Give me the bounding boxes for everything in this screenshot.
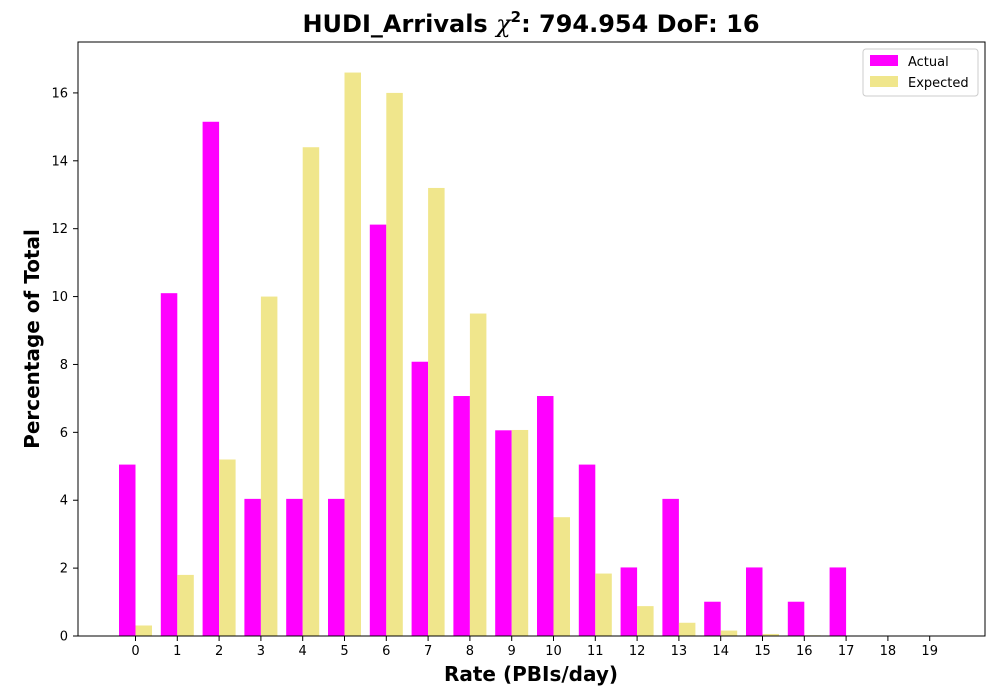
y-tick-label-2: 2 bbox=[60, 562, 68, 577]
bar-expected-3 bbox=[260, 296, 278, 636]
bar-expected-14 bbox=[720, 630, 738, 636]
bar-actual-2 bbox=[202, 121, 220, 636]
chart-title-chi: χ bbox=[494, 10, 512, 38]
y-tick-label-10: 10 bbox=[51, 290, 68, 305]
bar-actual-11 bbox=[578, 464, 596, 636]
bar-actual-10 bbox=[537, 396, 554, 636]
x-tick-label-12: 12 bbox=[629, 644, 646, 659]
bar-actual-4 bbox=[286, 498, 303, 636]
chart-title-suffix: : 794.954 DoF: 16 bbox=[521, 10, 759, 38]
bar-actual-3 bbox=[244, 498, 261, 636]
bar-actual-15 bbox=[746, 567, 763, 636]
x-tick-label-16: 16 bbox=[796, 644, 813, 659]
bar-expected-13 bbox=[678, 622, 696, 636]
x-tick-label-6: 6 bbox=[382, 644, 390, 659]
x-tick-label-2: 2 bbox=[215, 644, 223, 659]
x-tick-label-1: 1 bbox=[173, 644, 181, 659]
bar-actual-5 bbox=[328, 498, 345, 636]
chart-title: HUDI_Arrivals χ2: 794.954 DoF: 16 bbox=[302, 8, 759, 38]
bar-actual-13 bbox=[662, 498, 679, 636]
bar-actual-17 bbox=[829, 567, 847, 636]
y-tick-label-12: 12 bbox=[51, 222, 68, 237]
y-tick-label-16: 16 bbox=[51, 86, 68, 101]
bar-actual-1 bbox=[160, 293, 178, 636]
x-tick-label-11: 11 bbox=[587, 644, 604, 659]
y-axis-ticks: 0 2 4 6 8 10 12 14 16 bbox=[51, 86, 78, 645]
bar-expected-4 bbox=[302, 147, 320, 636]
bar-expected-12 bbox=[637, 606, 654, 636]
x-tick-label-0: 0 bbox=[131, 644, 139, 659]
bar-expected-5 bbox=[344, 72, 361, 637]
x-tick-label-14: 14 bbox=[712, 644, 729, 659]
bar-expected-10 bbox=[553, 517, 570, 636]
bars-layer bbox=[119, 72, 863, 637]
bar-actual-6 bbox=[369, 224, 387, 637]
bar-expected-6 bbox=[386, 92, 403, 636]
bar-expected-2 bbox=[219, 459, 236, 636]
bar-actual-12 bbox=[620, 567, 638, 636]
bar-actual-16 bbox=[787, 601, 805, 636]
legend-label-actual: Actual bbox=[908, 55, 949, 70]
bar-actual-8 bbox=[453, 396, 470, 636]
legend-swatch-expected bbox=[870, 76, 898, 87]
bar-actual-0 bbox=[119, 464, 136, 636]
y-tick-label-8: 8 bbox=[60, 358, 68, 373]
chart-title-prefix: HUDI_Arrivals bbox=[302, 10, 496, 38]
x-tick-label-9: 9 bbox=[508, 644, 516, 659]
x-tick-label-18: 18 bbox=[880, 644, 897, 659]
x-tick-label-5: 5 bbox=[340, 644, 348, 659]
x-tick-label-7: 7 bbox=[424, 644, 432, 659]
y-axis-label: Percentage of Total bbox=[20, 229, 44, 449]
x-tick-label-13: 13 bbox=[671, 644, 688, 659]
y-tick-label-14: 14 bbox=[51, 154, 68, 169]
legend: Actual Expected bbox=[862, 48, 979, 97]
bar-expected-7 bbox=[428, 187, 445, 636]
legend-swatch-actual bbox=[870, 55, 898, 66]
bar-expected-15 bbox=[762, 633, 779, 636]
y-tick-label-0: 0 bbox=[60, 630, 68, 645]
bar-expected-1 bbox=[177, 574, 194, 636]
x-tick-label-17: 17 bbox=[838, 644, 855, 659]
bar-expected-11 bbox=[595, 573, 612, 636]
bar-expected-9 bbox=[511, 429, 529, 636]
bar-actual-14 bbox=[704, 601, 721, 636]
legend-label-expected: Expected bbox=[908, 76, 969, 91]
x-tick-label-15: 15 bbox=[754, 644, 771, 659]
chart-title-sup: 2 bbox=[511, 8, 521, 26]
plot-frame bbox=[77, 41, 986, 637]
bar-actual-7 bbox=[411, 361, 429, 636]
x-tick-label-19: 19 bbox=[921, 644, 938, 659]
x-axis-label: Rate (PBIs/day) bbox=[444, 662, 618, 686]
bar-expected-8 bbox=[469, 313, 487, 636]
y-tick-label-4: 4 bbox=[60, 494, 68, 509]
x-tick-label-10: 10 bbox=[545, 644, 562, 659]
x-tick-label-3: 3 bbox=[257, 644, 265, 659]
bar-actual-9 bbox=[495, 430, 512, 636]
x-tick-label-8: 8 bbox=[466, 644, 474, 659]
x-tick-label-4: 4 bbox=[299, 644, 307, 659]
bar-expected-0 bbox=[135, 625, 152, 636]
x-axis-ticks: 0 1 2 3 4 5 6 7 8 9 10 11 12 13 14 15 16 17 18 19 bbox=[131, 636, 938, 659]
y-tick-label-6: 6 bbox=[60, 426, 68, 441]
